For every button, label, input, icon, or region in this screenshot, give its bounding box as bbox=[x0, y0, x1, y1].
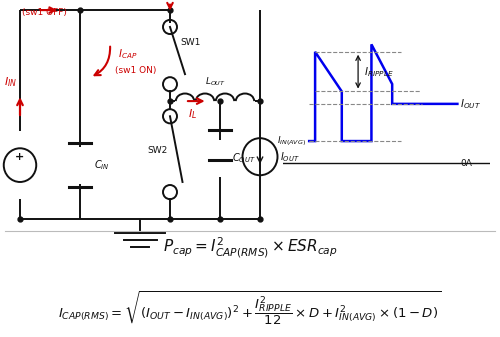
Text: $I_{IN}$: $I_{IN}$ bbox=[4, 76, 18, 89]
Text: (sw1 OFF): (sw1 OFF) bbox=[22, 8, 68, 18]
Text: $I_{OUT}$: $I_{OUT}$ bbox=[460, 97, 481, 111]
Text: $I_{CAP(RMS)} = \sqrt{\left(I_{OUT} - I_{IN(AVG)}\right)^2 + \dfrac{I^{2}_{RIPPL: $I_{CAP(RMS)} = \sqrt{\left(I_{OUT} - I_… bbox=[58, 289, 442, 327]
Text: +: + bbox=[16, 152, 24, 162]
Text: $I_L$: $I_L$ bbox=[188, 108, 196, 121]
Text: $I_{CAP}$: $I_{CAP}$ bbox=[118, 47, 137, 61]
Text: $I_{IN(AVG)}$: $I_{IN(AVG)}$ bbox=[277, 134, 306, 148]
Text: SW1: SW1 bbox=[180, 38, 201, 47]
FancyArrowPatch shape bbox=[94, 47, 110, 75]
Text: $I_{RIPPLE}$: $I_{RIPPLE}$ bbox=[364, 65, 394, 79]
Text: (sw1 ON): (sw1 ON) bbox=[115, 66, 156, 75]
Text: $I_{OUT}$: $I_{OUT}$ bbox=[280, 150, 300, 163]
Text: $P_{cap} = I^{2}_{CAP(RMS)} \times ESR_{cap}$: $P_{cap} = I^{2}_{CAP(RMS)} \times ESR_{… bbox=[162, 236, 338, 260]
Text: $I_{CAP}$: $I_{CAP}$ bbox=[22, 0, 42, 2]
Text: SW2: SW2 bbox=[148, 146, 168, 155]
Text: $C_{IN}$: $C_{IN}$ bbox=[94, 158, 110, 172]
Text: $L_{OUT}$: $L_{OUT}$ bbox=[204, 75, 226, 88]
Text: 0A: 0A bbox=[460, 159, 472, 168]
Text: $C_{OUT}$: $C_{OUT}$ bbox=[232, 152, 256, 165]
